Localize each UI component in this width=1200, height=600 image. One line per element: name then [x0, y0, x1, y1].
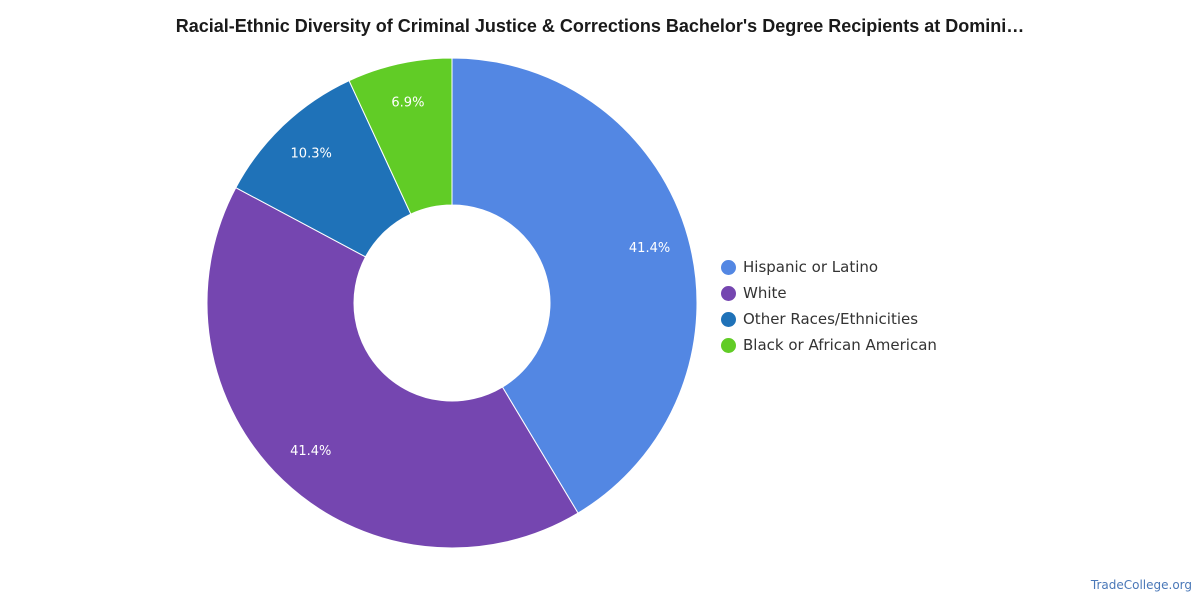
chart-legend: Hispanic or Latino White Other Races/Ethni…	[721, 254, 937, 358]
slice-black-or-african-american[interactable]	[348, 57, 453, 215]
slice-other-races-ethnicities[interactable]	[235, 80, 412, 258]
legend-label: White	[743, 284, 787, 302]
legend-label: Black or African American	[743, 336, 937, 354]
donut-labels: 41.4% 41.4% 10.3% 6.9%	[290, 95, 670, 459]
slice-hispanic-or-latino[interactable]	[451, 57, 698, 514]
legend-label: Hispanic or Latino	[743, 258, 879, 276]
watermark[interactable]: TradeCollege.org	[1090, 578, 1192, 592]
slice-white[interactable]	[206, 187, 579, 549]
legend-item-hispanic-or-latino[interactable]: Hispanic or Latino	[721, 254, 937, 280]
legend-item-other-races-ethnicities[interactable]: Other Races/Ethnicities	[721, 306, 937, 332]
legend-swatch	[721, 285, 736, 301]
donut-slices	[206, 57, 698, 549]
slice-label-white: 41.4%	[290, 444, 331, 459]
slice-label-hispanic-or-latino: 41.4%	[629, 241, 670, 256]
chart-title: Racial-Ethnic Diversity of Criminal Just…	[175, 16, 1025, 36]
legend-label: Other Races/Ethnicities	[743, 310, 919, 328]
legend-swatch	[721, 337, 736, 353]
legend-item-white[interactable]: White	[721, 280, 937, 306]
legend-swatch	[721, 311, 736, 327]
legend-item-black-or-african-american[interactable]: Black or African American	[721, 332, 937, 358]
slice-label-other-races-ethnicities: 10.3%	[291, 147, 332, 162]
slice-label-black-or-african-american: 6.9%	[391, 95, 424, 110]
legend-swatch	[721, 259, 736, 275]
